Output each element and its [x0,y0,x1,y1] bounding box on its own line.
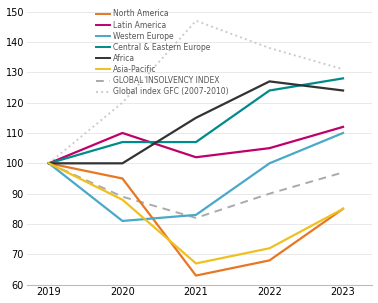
Legend: North America, Latin America, Western Europe, Central & Eastern Europe, Africa, : North America, Latin America, Western Eu… [96,9,229,96]
